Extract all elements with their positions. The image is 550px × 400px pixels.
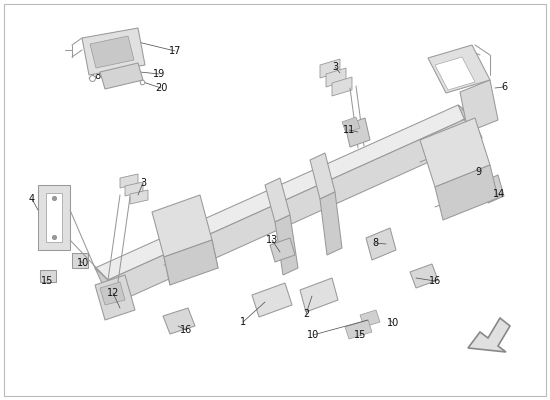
Polygon shape [320,59,340,78]
Text: 15: 15 [41,276,53,286]
Polygon shape [95,268,118,302]
Text: 18: 18 [90,71,102,81]
Polygon shape [428,45,490,93]
Polygon shape [300,278,338,312]
Text: 10: 10 [307,330,319,340]
Polygon shape [460,80,498,132]
Text: 14: 14 [493,189,505,199]
Text: 20: 20 [155,83,167,93]
Polygon shape [458,105,482,138]
Polygon shape [332,77,352,96]
Text: 17: 17 [169,46,181,56]
Text: 11: 11 [343,125,355,135]
Polygon shape [72,253,88,268]
Text: 6: 6 [501,82,507,92]
Text: 16: 16 [180,325,192,335]
Text: 3: 3 [332,62,338,72]
Polygon shape [482,175,504,203]
Text: 12: 12 [107,288,119,298]
Text: 8: 8 [372,238,378,248]
Polygon shape [410,264,438,288]
Text: 5: 5 [473,57,479,67]
Polygon shape [360,310,380,327]
Polygon shape [90,36,134,68]
Polygon shape [345,118,370,147]
Polygon shape [120,174,138,188]
Text: 15: 15 [354,330,366,340]
Polygon shape [152,195,212,257]
Polygon shape [345,320,372,339]
Polygon shape [342,117,360,133]
Polygon shape [40,270,56,282]
Polygon shape [95,105,472,280]
Polygon shape [270,238,295,262]
Text: 19: 19 [153,69,165,79]
Polygon shape [95,275,135,320]
Polygon shape [38,185,70,250]
Text: 13: 13 [266,235,278,245]
Text: 16: 16 [429,276,441,286]
Polygon shape [326,68,346,87]
Polygon shape [125,182,143,196]
Polygon shape [82,28,145,75]
Text: 10: 10 [387,318,399,328]
Polygon shape [310,153,335,199]
Polygon shape [420,118,490,187]
Polygon shape [252,283,292,317]
Text: 3: 3 [140,178,146,188]
Text: 2: 2 [303,309,309,319]
Polygon shape [275,215,298,275]
Text: 4: 4 [29,194,35,204]
Text: 1: 1 [240,317,246,327]
Polygon shape [435,165,498,220]
Polygon shape [108,116,482,302]
Text: 10: 10 [77,258,89,268]
Polygon shape [164,240,218,285]
Polygon shape [100,63,143,89]
Polygon shape [320,192,342,255]
Polygon shape [366,228,396,260]
Text: 9: 9 [475,167,481,177]
Polygon shape [163,308,195,334]
Polygon shape [265,178,290,222]
Polygon shape [46,193,62,242]
Polygon shape [130,190,148,204]
Polygon shape [100,282,125,305]
Polygon shape [468,318,510,352]
Polygon shape [435,57,475,90]
